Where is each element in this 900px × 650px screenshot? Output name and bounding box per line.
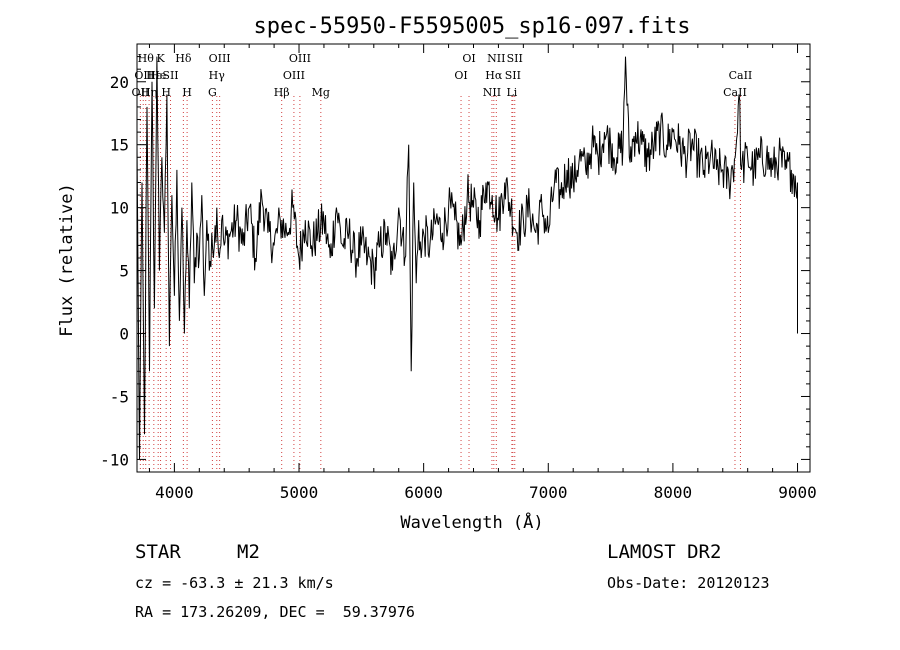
x-tick-label: 7000 <box>529 483 568 502</box>
y-axis-label: Flux (relative) <box>57 183 77 337</box>
x-axis-label: Wavelength (Å) <box>400 511 543 533</box>
y-tick-label: 0 <box>119 325 129 344</box>
line-marker-label: Li <box>506 86 517 99</box>
line-marker-label: NII <box>483 86 501 99</box>
line-marker-label: OIII <box>209 52 231 65</box>
chart-title: spec-55950-F5595005_sp16-097.fits <box>253 14 690 39</box>
obs-date: Obs-Date: 20120123 <box>607 574 770 592</box>
line-marker-label: CaII <box>723 86 747 99</box>
line-marker-label: Hα <box>485 69 503 82</box>
line-marker-label: Hβ <box>274 86 290 99</box>
x-tick-label: 5000 <box>280 483 319 502</box>
line-marker-label: NII <box>487 52 505 65</box>
x-tick-label: 9000 <box>778 483 817 502</box>
line-marker-label: K <box>156 52 165 65</box>
redshift-cz: cz = -63.3 ± 21.3 km/s <box>135 574 334 592</box>
line-marker-label: H <box>161 86 171 99</box>
spectrum-line <box>136 56 798 460</box>
line-marker-label: OIII <box>283 69 305 82</box>
x-tick-label: 6000 <box>404 483 443 502</box>
line-marker-label: Mg <box>312 86 330 99</box>
line-marker-label: Hθ <box>138 52 155 65</box>
plot-frame <box>136 43 811 473</box>
y-tick-label: -10 <box>100 450 129 469</box>
line-marker-label: OII <box>132 86 150 99</box>
line-marker-label: Hη <box>141 86 157 99</box>
y-tick-label: 10 <box>110 199 129 218</box>
survey-name: LAMOST DR2 <box>607 541 722 563</box>
line-marker-label: Hγ <box>209 69 226 82</box>
line-marker-label: CaII <box>729 69 753 82</box>
coordinates: RA = 173.26209, DEC = 59.37976 <box>135 603 415 621</box>
plot-axes: 4000 5000 6000 7000 8000 9000 -10 -5 0 5 10 15 20 <box>100 43 817 502</box>
line-marker-label: OII <box>134 69 152 82</box>
x-tick-label: 8000 <box>654 483 693 502</box>
y-tick-label: 5 <box>119 262 129 281</box>
line-marker-label: OI <box>462 52 475 65</box>
line-marker-label: Hδ <box>175 52 192 65</box>
line-marker-label: He <box>150 69 166 82</box>
y-tick-label: 15 <box>110 136 129 155</box>
line-marker-label: G <box>208 86 217 99</box>
spectrum-series <box>136 56 798 460</box>
line-marker-label: Hε <box>146 69 162 82</box>
line-marker-label: SII <box>162 69 178 82</box>
object-class: STAR <box>135 541 181 563</box>
line-marker-label: H <box>182 86 192 99</box>
line-marker-label: SII <box>505 69 521 82</box>
y-tick-label: 20 <box>110 73 129 92</box>
x-tick-label: 4000 <box>155 483 194 502</box>
line-marker-label: OIII <box>289 52 311 65</box>
object-subclass: M2 <box>237 541 260 563</box>
line-marker-label: SII <box>507 52 523 65</box>
y-tick-label: -5 <box>110 387 129 406</box>
line-marker-label: OI <box>454 69 467 82</box>
